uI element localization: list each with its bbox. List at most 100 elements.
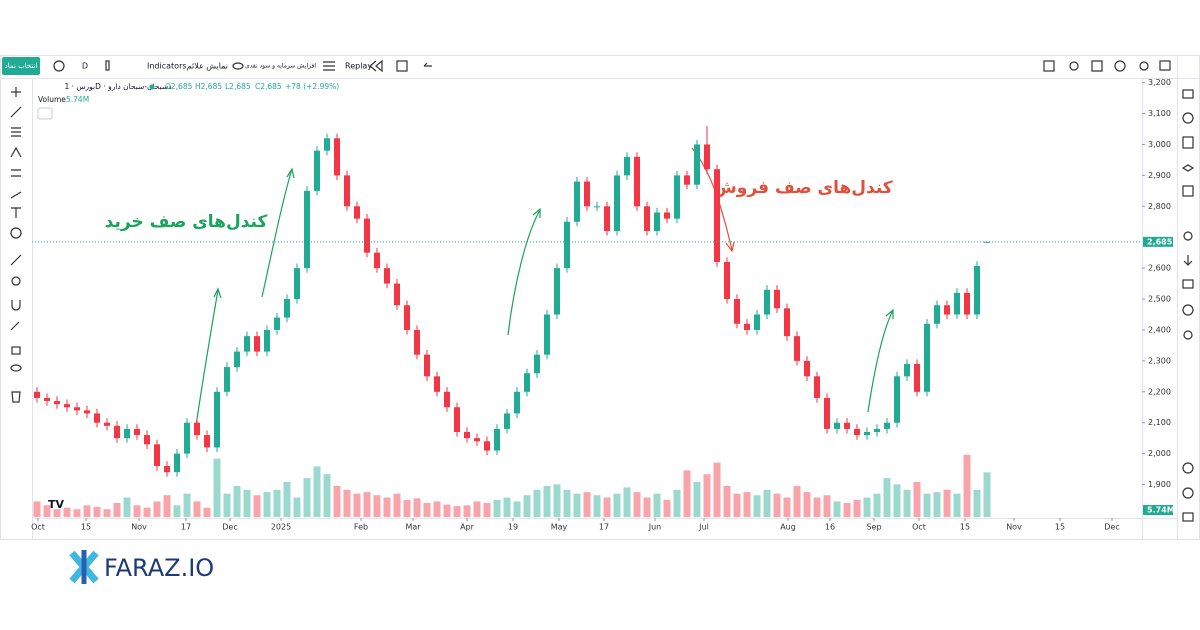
volume-bar: [163, 495, 171, 517]
settings-icon[interactable]: [323, 61, 335, 71]
candle-body: [404, 305, 410, 330]
volume-bar: [303, 478, 311, 517]
volume-bar: [103, 509, 111, 517]
projection-icon[interactable]: [11, 169, 21, 177]
magnet-icon[interactable]: [11, 300, 21, 311]
x-tick-label: 19: [508, 523, 518, 532]
lock-icon[interactable]: [11, 346, 21, 355]
candle-type-icon[interactable]: [105, 60, 110, 71]
add-icon[interactable]: [53, 60, 65, 72]
download-icon[interactable]: [1183, 255, 1193, 266]
y-tick-label: 3,100: [1148, 109, 1171, 118]
support-icon[interactable]: [1182, 487, 1194, 499]
replay-icon[interactable]: [369, 59, 383, 73]
volume-bar: [193, 501, 201, 517]
volume-bar: [833, 501, 841, 517]
volume-bar: [933, 492, 941, 517]
candle-body: [174, 453, 180, 473]
volume-bar: [863, 497, 871, 517]
change-label: +78 (+2.99%): [285, 82, 339, 91]
volume-bar: [343, 489, 351, 517]
volume-bar: [923, 493, 931, 517]
volume-bar: [693, 482, 701, 517]
ruler-icon[interactable]: [10, 254, 22, 266]
volume-bar: [493, 499, 501, 517]
candle-body: [694, 144, 700, 185]
undo-icon[interactable]: [423, 62, 432, 67]
arrowhead: [213, 287, 222, 299]
tv-mark: TV: [48, 498, 65, 511]
help-icon[interactable]: [1182, 462, 1194, 474]
volume-bar: [613, 493, 621, 517]
volume-bar: [533, 489, 541, 517]
share-icon[interactable]: [1183, 330, 1193, 340]
volume-bar: [443, 504, 451, 517]
ohlc-value: H2,685: [195, 82, 222, 91]
candle-body: [74, 407, 80, 411]
candle-body: [424, 354, 430, 377]
candle-body: [634, 156, 640, 207]
indicators[interactable]: Indicators: [147, 62, 187, 71]
volume-bar: [633, 492, 641, 517]
search-icon[interactable]: [1069, 61, 1079, 71]
volume-bar: [53, 509, 61, 517]
ohlc-value: C2,685: [255, 82, 282, 91]
candle-body: [454, 407, 460, 432]
camera-icon[interactable]: [1159, 60, 1171, 71]
trash-icon[interactable]: [11, 391, 21, 403]
candle-body: [924, 323, 930, 392]
eye-icon[interactable]: [232, 62, 244, 70]
volume-bar: [43, 505, 51, 517]
candle-body: [914, 363, 920, 392]
replay[interactable]: Replay: [345, 62, 372, 71]
user-icon[interactable]: [1182, 304, 1194, 316]
layers-icon[interactable]: [1181, 164, 1195, 172]
brush-icon[interactable]: [10, 191, 22, 199]
card-icon[interactable]: [1182, 279, 1194, 289]
calendar-icon[interactable]: [1182, 185, 1194, 197]
symbol-button-label[interactable]: انتخاب نماد: [5, 62, 38, 70]
volume-bar: [663, 499, 671, 517]
alert-icon[interactable]: [1182, 112, 1194, 124]
x-tick-label: 17: [599, 523, 609, 532]
crosshair-icon[interactable]: [11, 87, 21, 97]
gear-icon[interactable]: [1183, 231, 1193, 241]
candle-body: [644, 206, 650, 232]
candle-body: [834, 422, 840, 429]
collapse-button[interactable]: [37, 107, 53, 120]
settings-icon-2[interactable]: [1139, 61, 1149, 71]
candle-body: [624, 156, 630, 176]
symbol-button[interactable]: [2, 57, 40, 75]
y-tick-label: 2,300: [1148, 356, 1171, 365]
emoji-icon[interactable]: [10, 227, 22, 239]
candle-body: [594, 206, 600, 208]
text-icon[interactable]: [11, 207, 21, 218]
rect-icon[interactable]: [1043, 60, 1055, 72]
x-tick-label: Aug: [780, 523, 796, 532]
news-icon[interactable]: [1182, 136, 1194, 149]
capital[interactable]: افزایش سرمایه و سود نقدی: [245, 63, 316, 70]
zoom-icon[interactable]: [11, 276, 21, 286]
signals[interactable]: نمایش علائم: [187, 62, 228, 71]
fib-icon[interactable]: [11, 127, 21, 137]
fullscreen-icon[interactable]: [1091, 60, 1103, 72]
candle-body: [514, 391, 520, 414]
chat-icon[interactable]: [1182, 512, 1194, 522]
watchlist-icon[interactable]: [1182, 89, 1194, 99]
lock-draw-icon[interactable]: [10, 321, 20, 331]
last-price-label: 2,685: [1147, 237, 1173, 246]
volume-bar: [713, 462, 721, 517]
cloud-icon[interactable]: [1114, 60, 1126, 72]
volume-bar: [913, 482, 921, 517]
arrow: [261, 168, 293, 298]
interval[interactable]: D: [82, 62, 88, 71]
candle-body: [554, 268, 560, 315]
layout-icon[interactable]: [396, 60, 408, 72]
candle-body: [654, 212, 660, 232]
hide-icon[interactable]: [10, 364, 22, 372]
volume-bar: [93, 506, 101, 517]
ohlc-value: O2,685: [165, 82, 193, 91]
line-icon[interactable]: [10, 106, 22, 118]
pattern-icon[interactable]: [10, 146, 22, 158]
volume-bar: [483, 503, 491, 517]
